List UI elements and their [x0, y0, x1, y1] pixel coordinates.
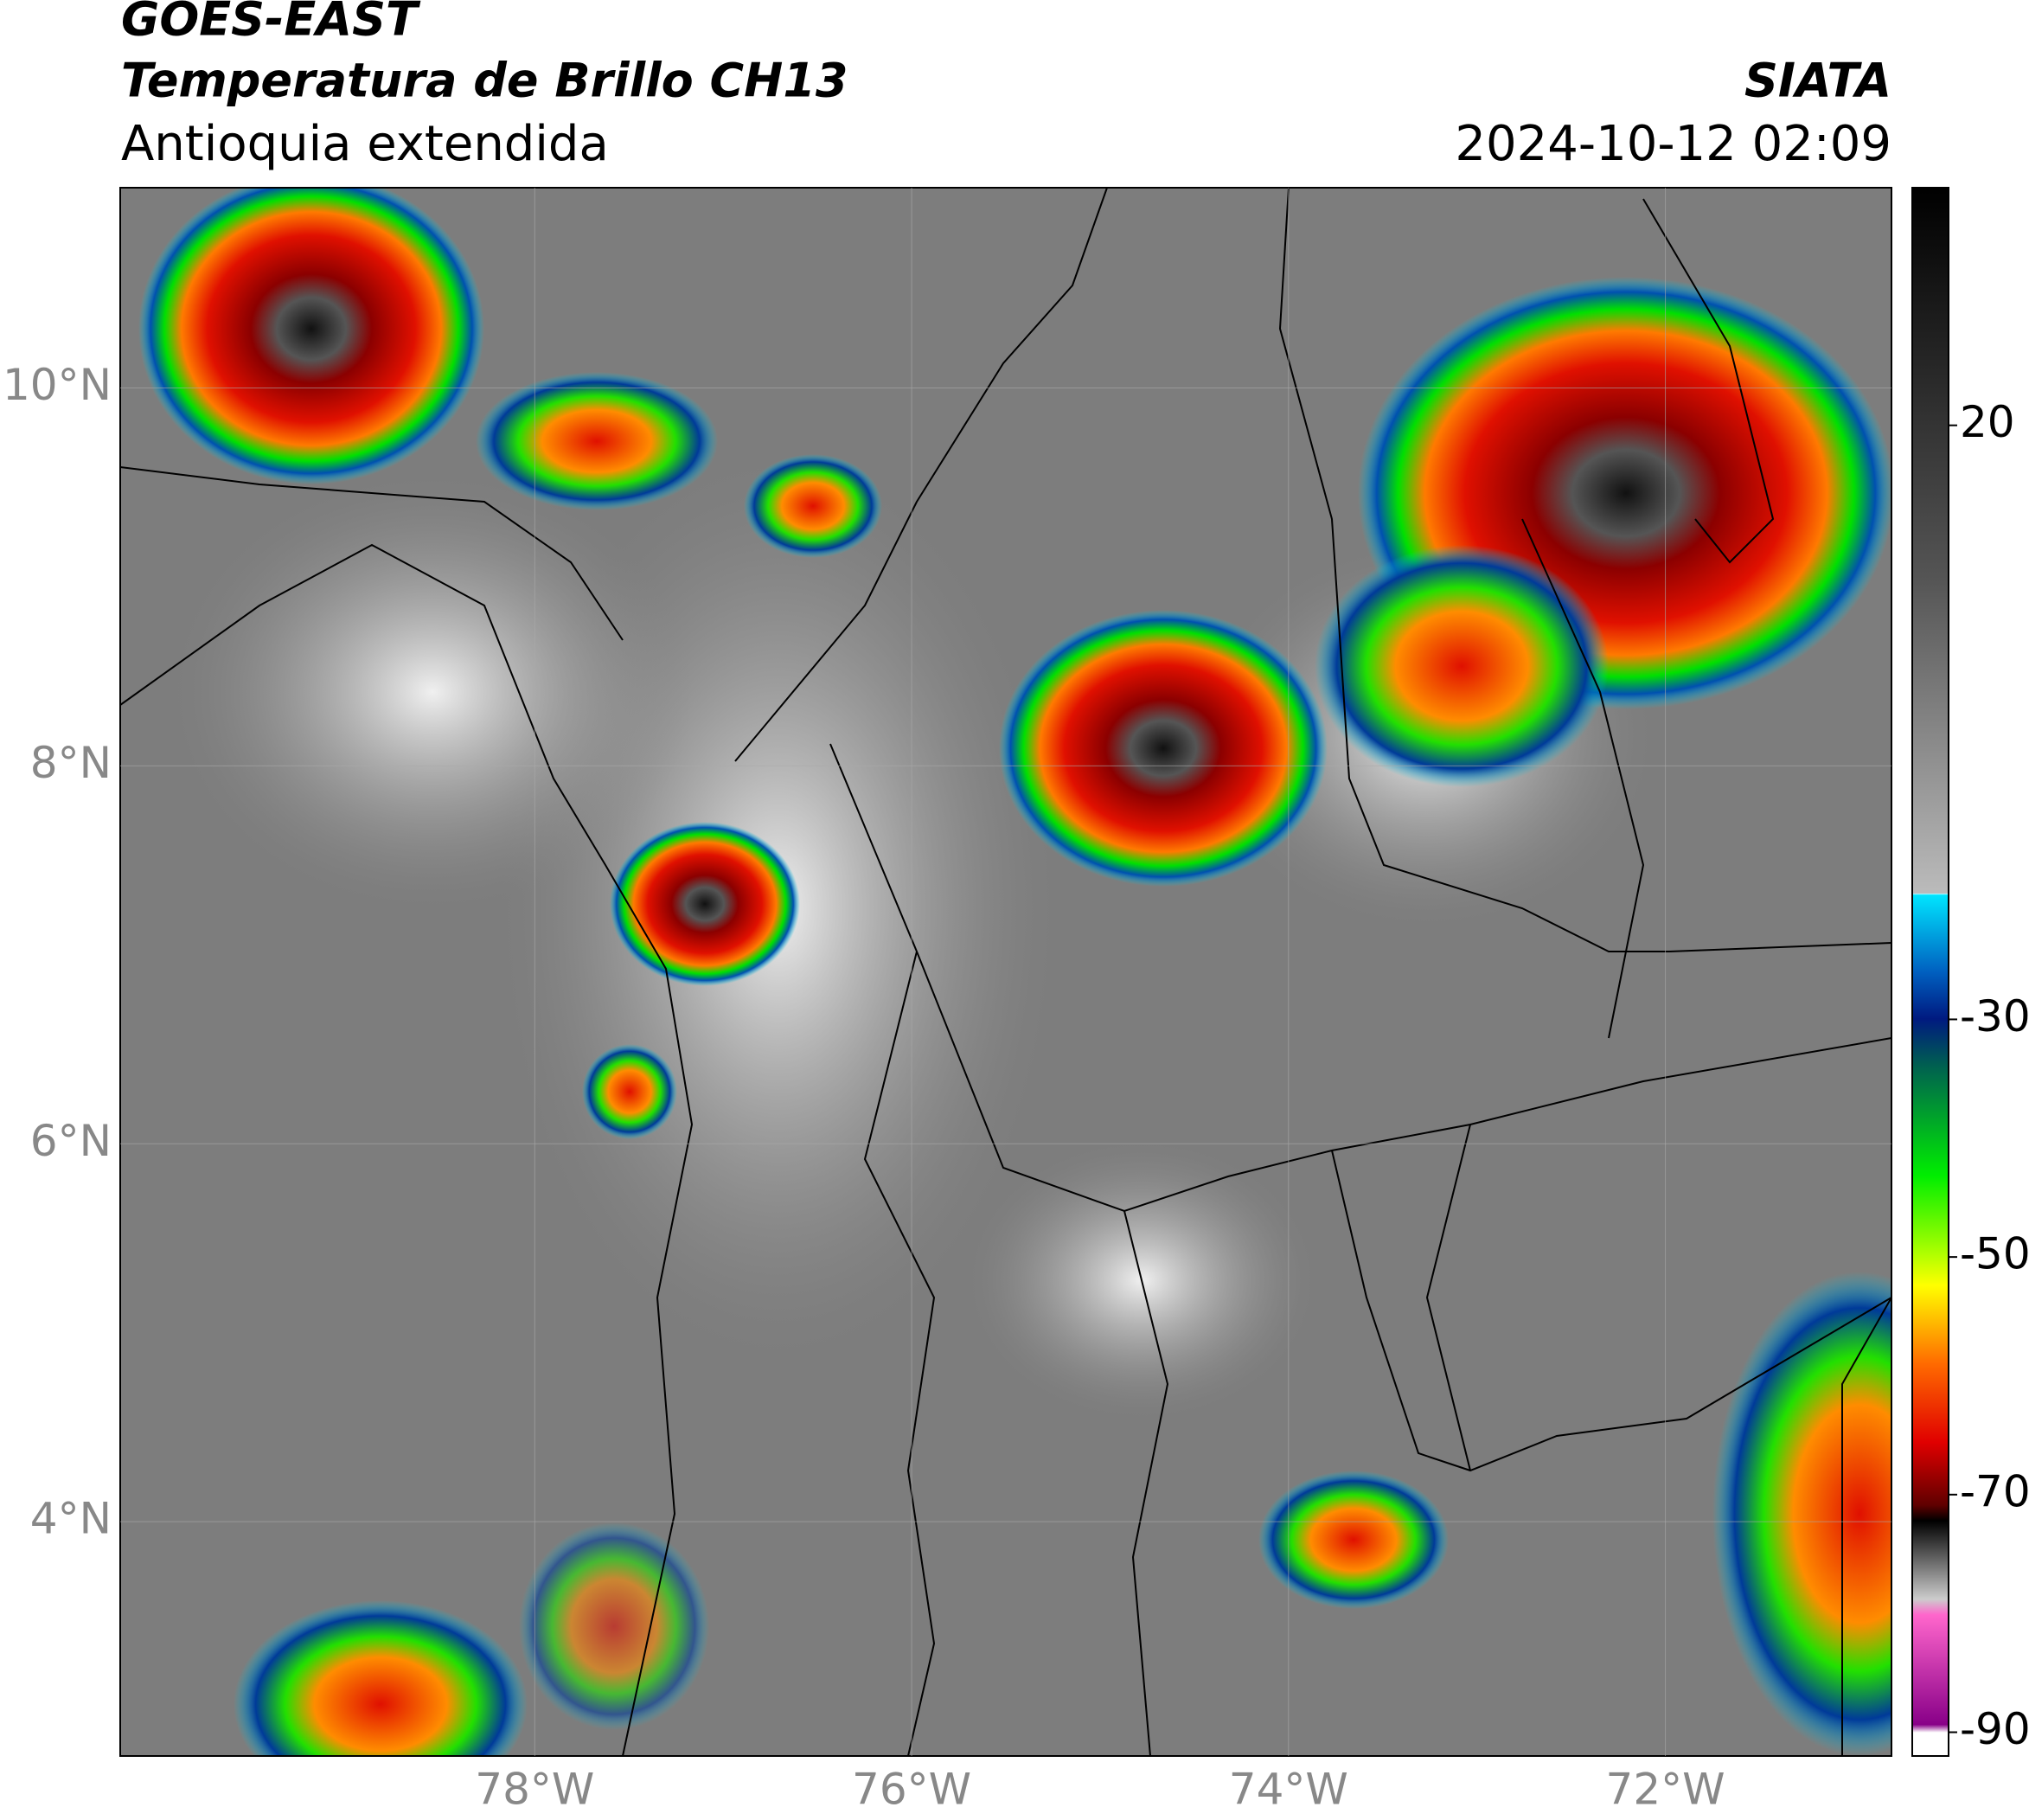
region: Antioquia extendida	[121, 116, 609, 172]
storm	[138, 188, 484, 484]
cloud	[173, 476, 692, 908]
storm	[1315, 545, 1609, 787]
storm	[582, 1044, 677, 1139]
organization: SIATA	[1744, 54, 1891, 108]
colorbar-tick-label: -50	[1960, 1229, 2029, 1279]
y-tick-label: 8°N	[30, 738, 112, 788]
colorbar	[1911, 187, 1949, 1757]
borders	[120, 188, 1891, 1756]
x-tick-label: 76°W	[852, 1765, 971, 1815]
storm	[476, 372, 718, 510]
storm	[999, 610, 1328, 887]
storm	[1258, 1471, 1449, 1609]
title: GOES-EAST	[121, 0, 421, 47]
map-image	[120, 188, 1891, 1756]
x-tick-label: 78°W	[475, 1765, 594, 1815]
timestamp: 2024-10-12 02:09	[1455, 116, 1891, 172]
y-tick-label: 10°N	[3, 360, 112, 410]
storm	[519, 1522, 709, 1730]
colorbar-tick-label: -30	[1960, 991, 2029, 1041]
axes: 78°W 76°W 74°W 72°W 4°N 6°N 8°N 10°N	[3, 188, 1891, 1815]
x-tick-label: 74°W	[1229, 1765, 1348, 1815]
x-tick-label: 72°W	[1606, 1765, 1725, 1815]
y-tick-label: 4°N	[30, 1494, 112, 1544]
colorbar-tick-label: -90	[1960, 1704, 2029, 1754]
storm	[1712, 1272, 1891, 1756]
subtitle: Temperatura de Brillo CH13	[121, 54, 848, 108]
storm	[610, 822, 800, 986]
map-frame	[119, 187, 1892, 1757]
storm	[744, 454, 882, 558]
y-tick-label: 6°N	[30, 1116, 112, 1166]
storm	[234, 1600, 528, 1756]
colorbar-tick-label: 20	[1960, 397, 2015, 447]
colorbar-tick-label: -70	[1960, 1466, 2029, 1516]
